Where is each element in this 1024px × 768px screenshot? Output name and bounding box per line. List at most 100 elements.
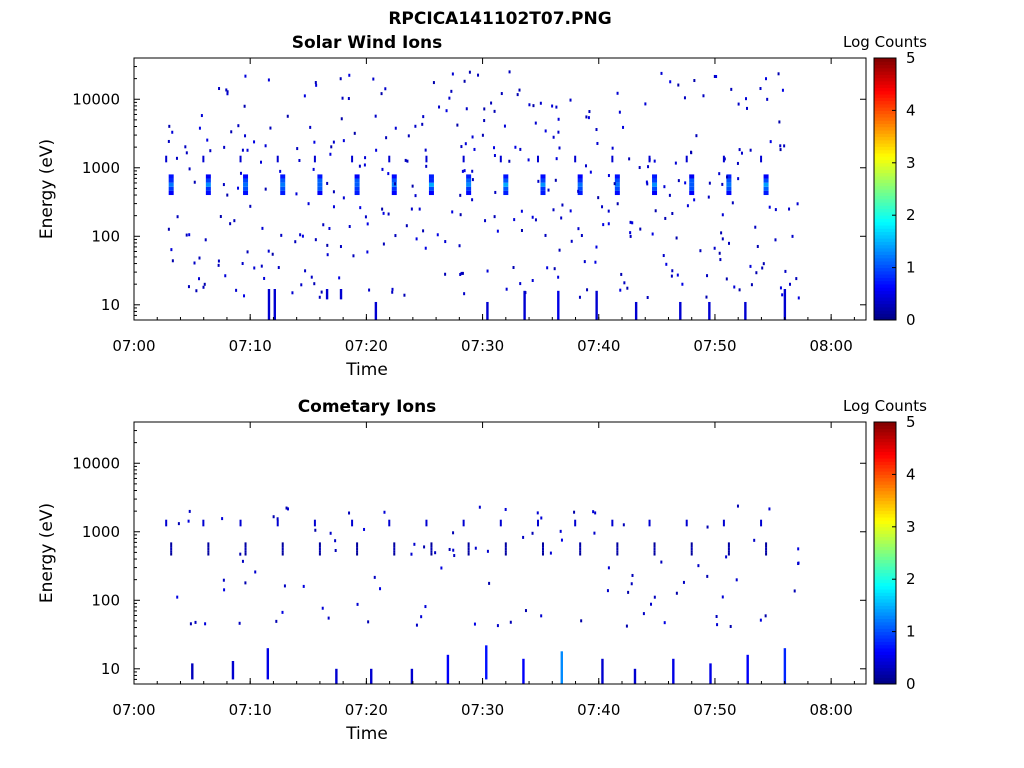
count-pixel: [452, 548, 455, 552]
count-pixel: [607, 222, 610, 226]
beam-cell: [170, 547, 173, 551]
beam-cell: [763, 182, 769, 187]
count-pixel: [277, 266, 280, 270]
count-pixel: [241, 148, 244, 152]
count-pixel: [639, 227, 642, 231]
colorbar-cell: [874, 657, 896, 662]
count-pixel: [532, 104, 535, 108]
count-pixel: [531, 531, 534, 535]
colorbar-cell: [874, 654, 896, 659]
colorbar-cell: [874, 179, 896, 183]
count-pixel: [188, 167, 191, 171]
beam-cell: [541, 550, 544, 553]
count-pixel: [684, 181, 687, 185]
count-pixel: [176, 595, 179, 599]
count-pixel: [471, 135, 474, 139]
beam-cell: [577, 182, 583, 187]
beam-cell: [579, 552, 582, 556]
beam-cell: [356, 545, 359, 548]
count-pixel: [473, 622, 476, 626]
colorbar-cell: [874, 80, 896, 85]
colorbar-cell: [874, 303, 896, 308]
beam-cell: [318, 545, 321, 548]
beam-cell: [207, 542, 210, 546]
beam-cell: [168, 186, 174, 191]
count-pixel: [458, 244, 461, 248]
beam-cell: [351, 155, 354, 163]
colorbar-cell: [874, 287, 896, 292]
count-pixel: [578, 295, 581, 299]
colorbar-tick-label: 5: [906, 413, 916, 431]
count-pixel: [473, 147, 476, 151]
beam-cell: [760, 155, 763, 163]
count-pixel: [261, 226, 264, 230]
beam-cell: [356, 542, 359, 546]
count-pixel: [736, 161, 739, 165]
count-pixel: [383, 510, 386, 514]
colorbar-cell: [874, 67, 896, 72]
colorbar-cell: [874, 169, 896, 174]
count-pixel: [646, 295, 649, 299]
low-energy-spike: [273, 289, 276, 320]
beam-cell: [351, 519, 354, 527]
count-pixel: [663, 621, 666, 625]
count-pixel: [664, 216, 667, 220]
beam-cell: [765, 542, 768, 546]
count-pixel: [209, 149, 212, 153]
count-pixel: [558, 248, 561, 252]
count-pixel: [716, 623, 719, 627]
beam-cell: [391, 178, 397, 183]
beam-cell: [243, 174, 249, 179]
count-pixel: [675, 236, 678, 240]
beam-cell: [690, 550, 693, 553]
colorbar-cell: [874, 280, 896, 285]
colorbar-cell: [874, 251, 896, 255]
count-pixel: [299, 233, 302, 237]
count-pixel: [586, 288, 589, 292]
count-pixel: [281, 610, 284, 614]
count-pixel: [540, 516, 543, 520]
beam-cell: [577, 178, 583, 183]
count-pixel: [198, 277, 201, 281]
count-pixel: [588, 110, 591, 114]
count-pixel: [602, 223, 605, 227]
beam-cell: [317, 178, 323, 183]
count-pixel: [628, 157, 631, 161]
count-pixel: [784, 269, 787, 273]
count-pixel: [577, 227, 580, 231]
beam-cell: [425, 519, 428, 527]
beam-cell: [239, 155, 242, 163]
colorbar-cell: [874, 628, 896, 633]
count-pixel: [394, 126, 397, 130]
colorbar-cell: [874, 90, 896, 95]
colorbar-cell: [874, 205, 896, 210]
beam-cell: [648, 519, 651, 527]
count-pixel: [622, 523, 625, 527]
count-pixel: [570, 239, 573, 243]
beam-cell: [207, 545, 210, 548]
count-pixel: [384, 87, 387, 91]
count-pixel: [359, 206, 362, 210]
beam-cell: [689, 178, 695, 183]
count-pixel: [167, 227, 170, 231]
colorbar-cell: [874, 192, 896, 197]
beam-cell: [765, 545, 768, 548]
panel-title: Cometary Ions: [298, 397, 437, 417]
count-pixel: [699, 249, 702, 253]
count-pixel: [660, 71, 663, 75]
colorbar-tick-label: 5: [906, 49, 916, 67]
count-pixel: [675, 591, 678, 595]
colorbar-cell: [874, 159, 896, 164]
colorbar-tick-label: 4: [906, 465, 916, 483]
count-pixel: [791, 234, 794, 238]
count-pixel: [471, 198, 474, 202]
count-pixel: [759, 618, 762, 622]
colorbar-cell: [874, 182, 896, 187]
beam-cell: [388, 519, 391, 527]
count-pixel: [329, 152, 332, 156]
colorbar-cell: [874, 61, 896, 66]
colorbar-cell: [874, 510, 896, 515]
count-pixel: [616, 91, 619, 95]
colorbar-tick-label: 3: [906, 518, 916, 536]
beam-cell: [202, 155, 205, 163]
